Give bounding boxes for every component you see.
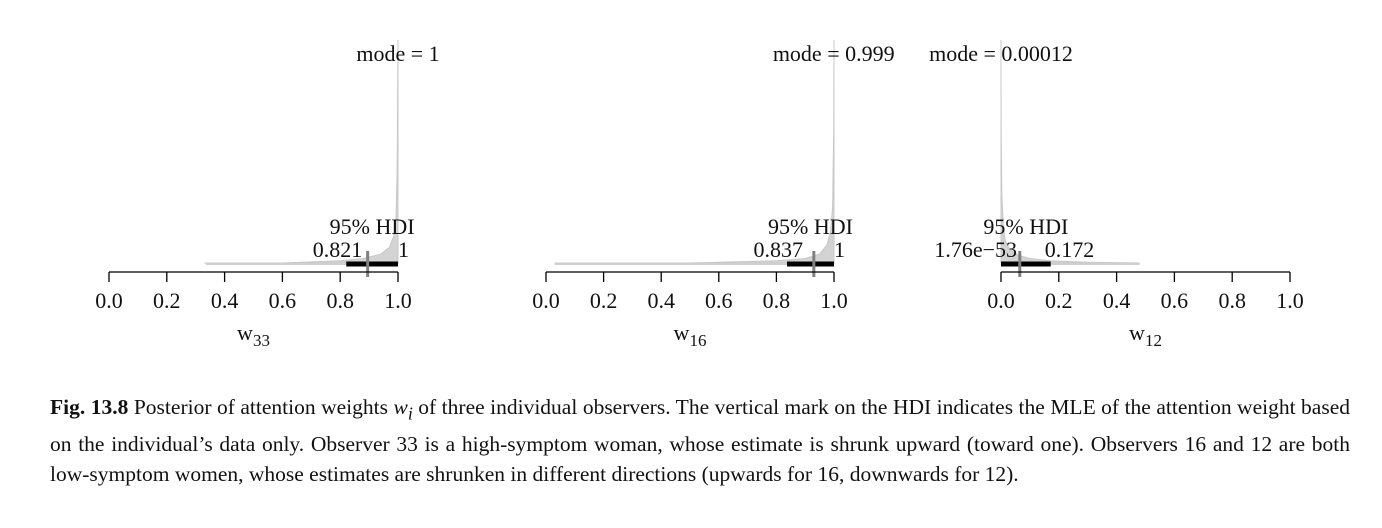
panel-2-mode-label: mode = 0.999 (773, 41, 895, 66)
panel-2-x-tick-label: 0.4 (647, 288, 675, 313)
panel-3-hdi-high-label: 0.172 (1045, 237, 1095, 262)
panel-3-x-tick-label: 0.4 (1103, 288, 1131, 313)
panel-2-x-axis-label: w16 (674, 320, 707, 350)
panel-1-hdi-low-label: 0.821 (313, 237, 363, 262)
panel-1-mode-label: mode = 1 (356, 41, 439, 66)
panel-1-x-tick-label: 1.0 (384, 288, 412, 313)
panel-2-x-tick-label: 0.6 (705, 288, 733, 313)
panel-1-x-tick-label: 0.8 (326, 288, 354, 313)
panel-3-x-tick-label: 0.6 (1161, 288, 1189, 313)
panel-3-hdi-low-label: 1.76e−53 (934, 237, 1017, 262)
panel-2-x-tick-label: 1.0 (820, 288, 848, 313)
panel-1-hdi-high-label: 1 (398, 237, 409, 262)
panel-3-x-tick-label: 1.0 (1276, 288, 1304, 313)
panel-1-density-area (204, 39, 399, 264)
panel-2-x-tick-label: 0.0 (532, 288, 560, 313)
figure-caption: Fig. 13.8 Posterior of attention weights… (50, 392, 1350, 490)
panel-2-x-tick-label: 0.2 (590, 288, 618, 313)
panel-3-density-area (1000, 39, 1140, 264)
panel-1-x-tick-label: 0.2 (153, 288, 181, 313)
panel-1-x-tick-label: 0.6 (269, 288, 297, 313)
caption-label: Fig. 13.8 (50, 395, 129, 419)
panel-1-hdi-title: 95% HDI (330, 214, 415, 239)
panel-3-x-tick-label: 0.8 (1218, 288, 1246, 313)
panel-1-x-tick-label: 0.4 (211, 288, 239, 313)
panel-2-hdi-title: 95% HDI (768, 214, 853, 239)
caption-text-after: of three individual observers. The verti… (50, 395, 1351, 487)
panel-3-hdi-title: 95% HDI (983, 214, 1068, 239)
panel-2-x-tick-label: 0.8 (763, 288, 791, 313)
panel-1-x-axis-label: w33 (237, 320, 270, 350)
panel-2-hdi-high-label: 1 (834, 237, 845, 262)
panel-3-x-axis-label: w12 (1129, 320, 1162, 350)
panel-1-x-tick-label: 0.0 (95, 288, 123, 313)
caption-symbol: w (393, 395, 408, 419)
caption-symbol-sub: i (407, 403, 413, 424)
panel-3-mode-label: mode = 0.00012 (929, 41, 1073, 66)
panel-2-density-area (554, 39, 835, 264)
panel-3-x-tick-label: 0.2 (1045, 288, 1073, 313)
caption-text-before: Posterior of attention weights (128, 395, 394, 419)
panel-3-x-tick-label: 0.0 (987, 288, 1015, 313)
panel-2-hdi-low-label: 0.837 (754, 237, 804, 262)
